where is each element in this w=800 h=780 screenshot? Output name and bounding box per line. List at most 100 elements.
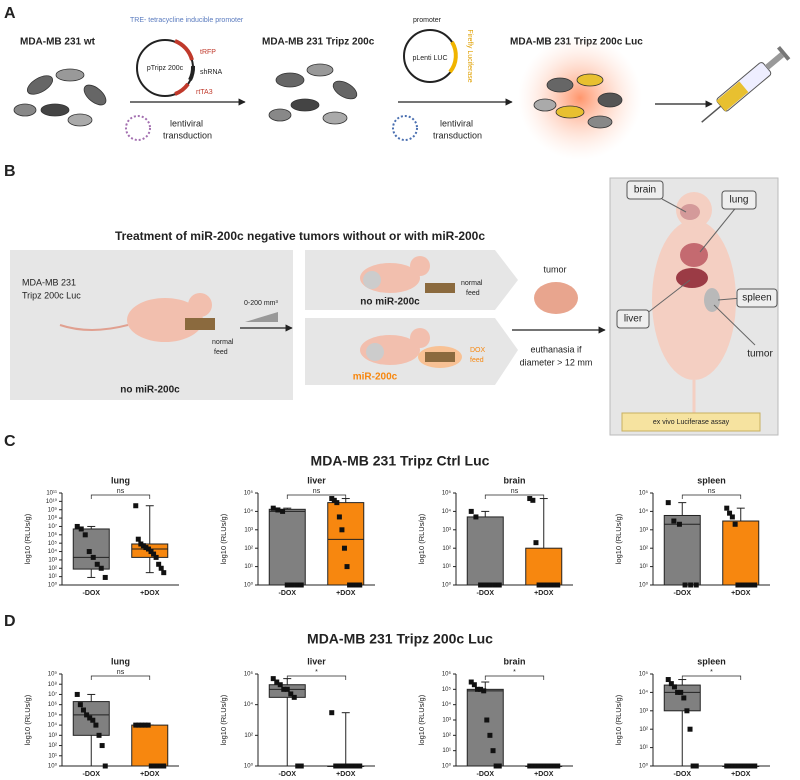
point [357,763,363,769]
y-tick-label: 10⁴ [639,508,649,515]
label: spleen [742,293,771,304]
point [555,582,561,588]
chart-row-title: MDA-MB 231 Tripz 200c Luc [307,631,493,647]
y-tick-label: 10¹ [48,574,57,580]
y-tick-label: 10⁸ [48,681,58,688]
point [484,717,490,723]
y-tick-label: 10⁴ [48,548,58,555]
point [746,582,752,588]
significance-bracket [90,675,151,680]
point [724,505,730,511]
chart-title: liver [307,656,326,666]
x-tick-label: -DOX [674,771,692,778]
point [549,763,555,769]
point [729,514,735,520]
chart-title: liver [307,475,326,485]
point [155,763,161,769]
point [752,763,758,769]
point [145,722,151,728]
y-tick-label: 10⁶ [48,531,58,538]
point [671,684,677,690]
y-tick-label: 10⁶ [442,671,452,678]
y-tick-label: 10¹ [639,745,648,751]
panel-label: A [4,5,16,22]
label: tumor [747,349,773,360]
point [555,763,561,769]
label: TRE- tetracycline inducible promoter [130,17,244,24]
point [539,763,545,769]
point [473,514,479,520]
point [349,582,355,588]
point [270,505,276,511]
point [542,763,548,769]
virus [392,115,418,141]
point [87,715,93,721]
y-tick-label: 10⁹ [48,506,58,513]
point [148,549,154,555]
point [333,763,339,769]
point [730,763,736,769]
point [536,763,542,769]
y-tick-label: 10⁹ [48,671,58,678]
y-tick-label: 10³ [639,708,648,714]
y-tick-label: 10¹¹ [46,491,57,497]
point [341,545,347,551]
y-axis-label: log10 (RLUs/g) [417,513,426,564]
point [688,582,694,588]
assay-box [621,412,761,432]
point [749,582,755,588]
y-axis-label: log10 (RLUs/g) [614,694,623,745]
point [158,565,164,571]
point [468,508,474,514]
point [552,582,558,588]
label: no miR-200c [360,297,420,308]
point [294,582,300,588]
label: liver [624,314,643,325]
point [86,549,92,555]
y-tick-label: 10⁰ [639,763,649,770]
point [329,496,335,502]
point [337,763,343,769]
label: lentiviral [170,118,203,128]
significance-bracket [681,494,742,499]
point [161,763,167,769]
y-tick-label: 10³ [48,557,57,563]
point [142,722,148,728]
y-tick-label: 10² [244,546,253,552]
label: ex vivo Luciferase assay [653,419,730,426]
point [724,763,730,769]
point [752,582,758,588]
y-tick-label: 10³ [442,527,451,533]
x-tick-label: -DOX [279,590,297,597]
point [270,676,276,682]
point [481,688,487,694]
point [545,582,551,588]
point [96,732,102,738]
y-tick-label: 10⁵ [639,671,649,678]
point [742,763,748,769]
point [158,763,164,769]
point [487,732,493,738]
panel-a: MDA-MB 231 wt pTripz 200c TRE- tetracycl… [13,17,791,160]
significance: * [710,669,713,676]
point [733,763,739,769]
point [746,763,752,769]
y-tick-label: 10¹ [442,564,451,570]
point [496,582,502,588]
label: Tripz 200c Luc [22,290,81,300]
point [681,695,687,701]
y-tick-label: 10⁷ [48,523,57,530]
y-tick-label: 10⁵ [639,490,649,497]
chart-title: lung [111,475,130,485]
point [329,710,335,716]
point [341,763,347,769]
label: tumor [543,264,566,274]
point [140,543,146,549]
x-tick-label: +DOX [336,771,356,778]
label: tRFP [200,49,216,56]
point [668,681,674,687]
label: MDA-MB 231 [22,277,76,287]
point [739,763,745,769]
significance-bracket [90,494,151,499]
point [727,510,733,516]
